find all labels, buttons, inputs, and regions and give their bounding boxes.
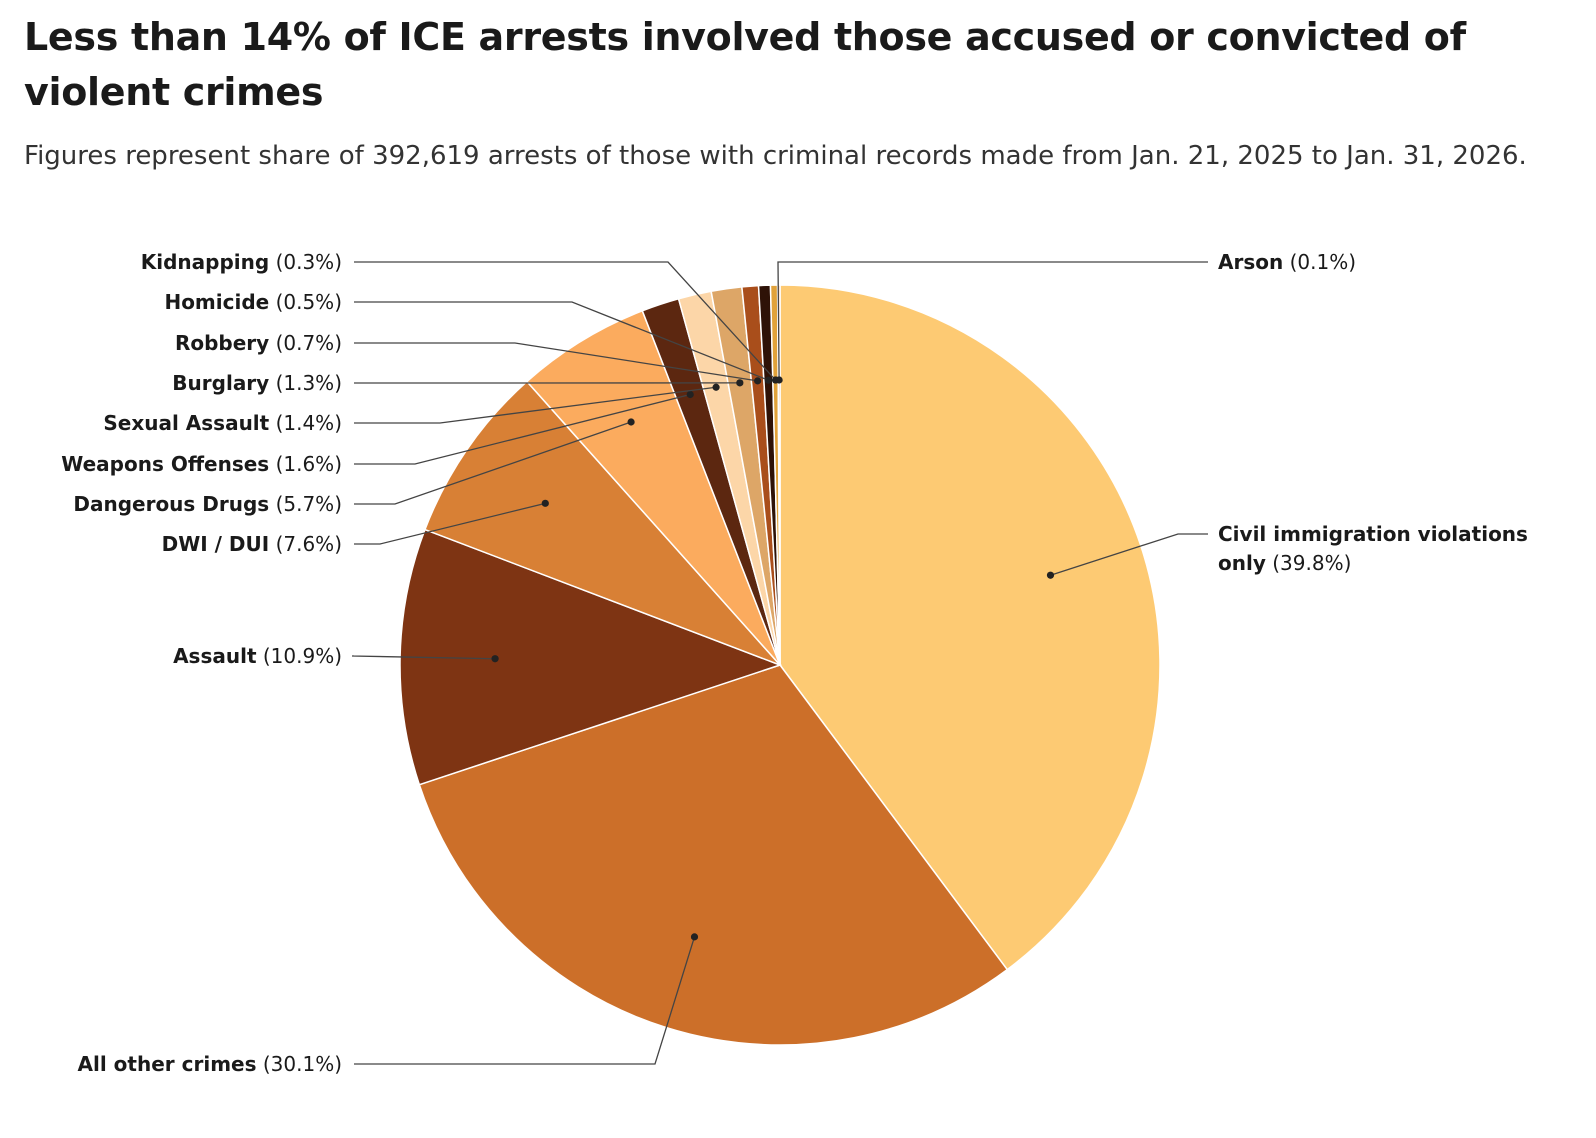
slice-label-name-cont: only bbox=[1218, 551, 1266, 575]
slice-label-pct: (0.1%) bbox=[1283, 250, 1356, 274]
slice-labels: Civil immigration violations only (39.8%)… bbox=[61, 250, 1528, 1076]
leader-line-kidnapping bbox=[354, 261, 777, 381]
pie-slice-civil-immigration-violations-only bbox=[779, 284, 1161, 971]
slice-label-pct: (10.9%) bbox=[257, 644, 343, 668]
leader-dot-dangerous-drugs bbox=[627, 418, 635, 426]
slice-label-name: Arson bbox=[1218, 250, 1283, 274]
leader-line-all-other-crimes bbox=[354, 936, 696, 1065]
leader-line-arson bbox=[777, 261, 1208, 381]
slice-label-robbery: Robbery (0.7%) bbox=[175, 331, 342, 355]
slice-label-name: Sexual Assault bbox=[103, 411, 269, 435]
leader-line-robbery bbox=[354, 342, 758, 382]
slice-label-name: Dangerous Drugs bbox=[73, 492, 269, 516]
slice-label-name: Weapons Offenses bbox=[61, 452, 269, 476]
leader-line-sexual-assault bbox=[354, 386, 717, 424]
chart-title: Less than 14% of ICE arrests involved th… bbox=[24, 15, 1466, 114]
pie-slices bbox=[399, 284, 1161, 1046]
leader-dot-assault bbox=[491, 655, 499, 663]
slice-label-homicide: Homicide (0.5%) bbox=[164, 290, 342, 314]
slice-label-pct: (0.5%) bbox=[269, 290, 342, 314]
slice-label-pct: (1.3%) bbox=[269, 371, 342, 395]
slice-label-all-other-crimes: All other crimes (30.1%) bbox=[78, 1052, 342, 1076]
slice-label-dangerous-drugs: Dangerous Drugs (5.7%) bbox=[73, 492, 342, 516]
slice-label-name: Kidnapping bbox=[141, 250, 269, 274]
slice-label-name: DWI / DUI bbox=[162, 532, 270, 556]
slice-label-name: Robbery bbox=[175, 331, 269, 355]
leader-dot-homicide bbox=[764, 376, 772, 384]
slice-label-name: Burglary bbox=[172, 371, 269, 395]
slice-label-assault: Assault (10.9%) bbox=[173, 644, 342, 668]
leader-line-assault bbox=[351, 655, 496, 660]
pie-slice-dangerous-drugs bbox=[525, 309, 781, 666]
leader-dot-civil-immigration-violations-only bbox=[1046, 571, 1055, 579]
leader-dot-all-other-crimes bbox=[690, 933, 699, 941]
slice-label-burglary: Burglary (1.3%) bbox=[172, 371, 342, 395]
slice-label-pct: (0.3%) bbox=[269, 250, 342, 274]
leader-line-homicide bbox=[354, 301, 769, 381]
slice-label-pct: (1.6%) bbox=[269, 452, 342, 476]
slice-label-name: All other crimes bbox=[78, 1052, 257, 1076]
leader-dot-burglary bbox=[736, 379, 744, 387]
leader-lines bbox=[351, 261, 1208, 1065]
slice-label-name: Civil immigration violations bbox=[1218, 522, 1528, 546]
slice-label-weapons-offenses: Weapons Offenses (1.6%) bbox=[61, 452, 342, 476]
slice-label-pct: (5.7%) bbox=[269, 492, 342, 516]
leader-dot-dwi-dui bbox=[541, 499, 549, 507]
slice-label-kidnapping: Kidnapping (0.3%) bbox=[141, 250, 342, 274]
leader-dot-arson bbox=[775, 376, 783, 384]
slice-label-pct: (1.4%) bbox=[269, 411, 342, 435]
leader-line-dangerous-drugs bbox=[354, 421, 632, 505]
slice-label-pct: (30.1%) bbox=[257, 1052, 343, 1076]
leader-line-dwi-dui bbox=[354, 502, 546, 545]
leader-line-civil-immigration-violations-only bbox=[1050, 533, 1208, 576]
slice-label-sexual-assault: Sexual Assault (1.4%) bbox=[103, 411, 342, 435]
leader-line-weapons-offenses bbox=[354, 393, 691, 465]
pie-slice-dwi-dui bbox=[423, 380, 781, 666]
slice-label-name: Homicide bbox=[164, 290, 269, 314]
chart-subtitle: Figures represent share of 392,619 arres… bbox=[24, 141, 1527, 171]
slice-label-pct: (7.6%) bbox=[269, 532, 342, 556]
slice-label-pct: (0.7%) bbox=[269, 331, 342, 355]
slice-label-name: Assault bbox=[173, 644, 257, 668]
slice-label-dwi-dui: DWI / DUI (7.6%) bbox=[162, 532, 342, 556]
slice-label-civil-immigration-violations-only: Civil immigration violations only (39.8%) bbox=[1218, 522, 1528, 575]
slice-label-pct: (39.8%) bbox=[1266, 551, 1352, 575]
leader-dot-robbery bbox=[754, 377, 762, 385]
leader-dot-weapons-offenses bbox=[686, 390, 694, 399]
leader-dot-sexual-assault bbox=[712, 383, 720, 391]
slice-label-arson: Arson (0.1%) bbox=[1218, 250, 1356, 274]
